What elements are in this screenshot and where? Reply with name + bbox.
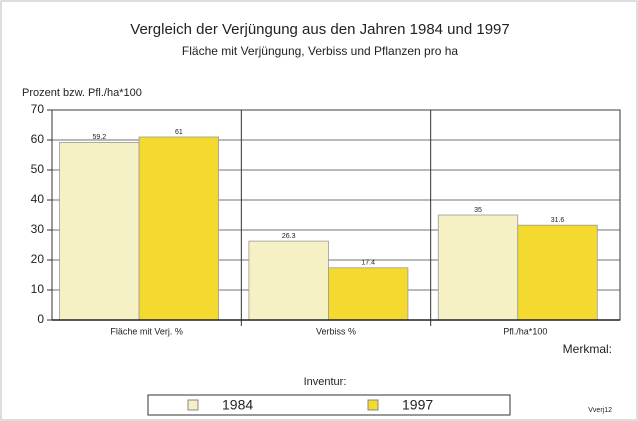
legend-label: 1984: [222, 397, 253, 413]
legend-title: Inventur:: [304, 376, 347, 388]
chart-subtitle: Fläche mit Verjüngung, Verbiss und Pflan…: [182, 44, 458, 58]
bar: [248, 240, 329, 321]
x-tick-label: Verbiss %: [316, 326, 356, 336]
bar: [517, 224, 598, 321]
y-axis-label: Prozent bzw. Pfl./ha*100: [22, 87, 142, 99]
y-tick-label: 40: [31, 192, 45, 206]
legend-label: 1997: [402, 397, 433, 413]
x-tick-label: Fläche mit Verj. %: [110, 326, 183, 336]
y-tick-label: 0: [37, 312, 44, 326]
legend-box: [147, 394, 511, 416]
data-label: 26.3: [282, 233, 296, 240]
data-label: 31.6: [551, 217, 565, 224]
y-tick-label: 30: [31, 222, 45, 236]
y-tick-label: 70: [31, 102, 45, 116]
y-tick-label: 20: [31, 252, 45, 266]
bar: [59, 141, 140, 321]
bar: [138, 136, 220, 321]
data-label: 35: [474, 207, 482, 214]
data-label: 59.2: [93, 134, 107, 141]
legend-swatch: [187, 399, 199, 411]
y-tick-label: 10: [31, 282, 45, 296]
chart-title: Vergleich der Verjüngung aus den Jahren …: [130, 21, 509, 38]
data-label: 61: [175, 129, 183, 136]
bar: [328, 267, 409, 321]
data-label: 17.4: [361, 260, 375, 267]
note: Vverj12: [588, 407, 612, 414]
y-tick-label: 60: [31, 132, 45, 146]
bar: [437, 214, 519, 321]
y-tick-label: 50: [31, 162, 45, 176]
x-axis-label: Merkmal:: [563, 342, 612, 356]
legend-swatch: [367, 399, 379, 411]
x-tick-label: Pfl./ha*100: [503, 326, 547, 336]
